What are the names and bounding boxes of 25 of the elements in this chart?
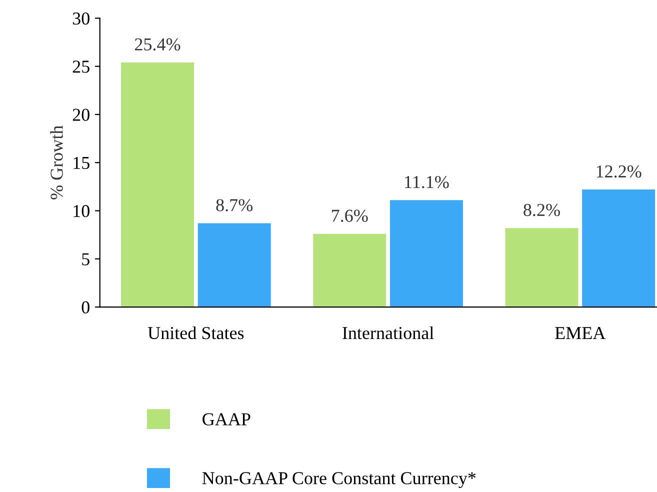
x-tick-label: International [342,326,434,340]
y-tick-label: 20 [72,108,90,121]
y-tick-label: 15 [74,156,90,170]
data-label: 25.4% [134,38,180,51]
bar [198,223,271,308]
bar [313,234,386,308]
legend-label: Non-GAAP Core Constant Currency* [202,472,476,488]
legend-label: GAAP [202,413,250,426]
data-label: 12.2% [596,165,642,178]
bar [505,228,578,308]
y-tick-label: 0 [82,301,90,314]
y-tick-label: 10 [74,204,90,218]
x-tick-label: EMEA [555,327,606,339]
bar [390,200,463,308]
y-tick-label: 30 [72,12,90,25]
bar [582,190,656,308]
data-label: 11.1% [405,176,449,188]
data-label: 7.6% [332,210,368,222]
bar [120,62,194,308]
y-axis-title: % Growth [50,125,63,200]
y-tick-label: 25 [72,60,90,73]
x-tick-label: United States [148,326,244,340]
y-tick-label: 5 [82,253,90,266]
data-label: 8.2% [524,204,560,216]
data-label: 8.7% [216,199,253,212]
